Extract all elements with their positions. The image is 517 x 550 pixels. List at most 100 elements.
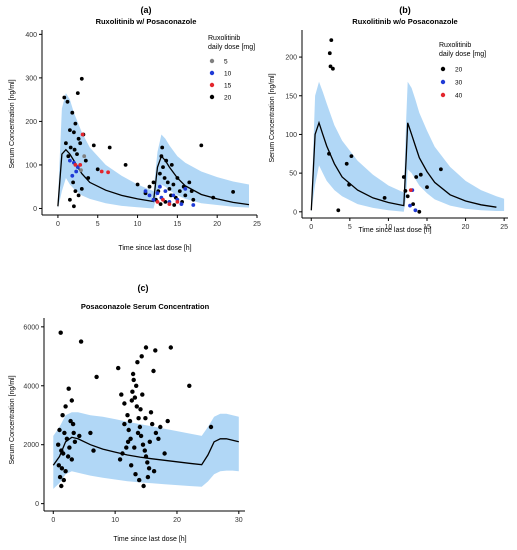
x-tick-label: 25 <box>253 221 261 228</box>
panel-b-ylabel: Serum Concentration [ng/ml] <box>269 73 276 162</box>
observed-point <box>71 180 75 185</box>
observed-point <box>78 163 83 167</box>
observed-point <box>65 99 70 104</box>
panel-a-legend: Ruxolitinib daily dose [mg] 5 10 15 20 <box>208 35 255 101</box>
observed-point <box>91 143 96 148</box>
observed-point <box>158 202 163 207</box>
observed-point <box>155 191 160 196</box>
observed-point <box>150 421 155 427</box>
y-tick-label: 200 <box>285 55 297 62</box>
observed-point <box>169 163 174 167</box>
observed-point <box>63 404 68 409</box>
x-tick-label: 30 <box>235 517 243 524</box>
legend-marker-30 <box>440 79 446 85</box>
observed-point <box>143 189 148 194</box>
observed-point <box>125 413 130 418</box>
x-tick-label: 25 <box>500 224 508 231</box>
observed-point <box>161 197 165 202</box>
observed-point <box>122 401 127 406</box>
observed-point <box>167 202 172 207</box>
observed-point <box>164 158 169 163</box>
observed-point <box>439 167 443 172</box>
observed-point <box>147 193 152 198</box>
legend-marker-20 <box>440 66 446 72</box>
observed-point <box>99 169 104 174</box>
observed-point <box>68 128 72 133</box>
legend-marker-5 <box>209 58 215 64</box>
panel-b-xlabel: Time since last dose [h] <box>358 227 431 234</box>
observed-point <box>82 154 87 159</box>
observed-point <box>187 180 192 185</box>
observed-point <box>161 165 165 170</box>
panel-a-xlabel: Time since last dose [h] <box>118 245 191 252</box>
observed-point <box>171 193 176 198</box>
observed-point <box>199 143 204 148</box>
observed-point <box>64 436 70 441</box>
legend-marker-40 <box>440 92 446 98</box>
observed-point <box>86 176 91 180</box>
observed-point <box>57 474 63 480</box>
panel-a: (a) Ruxolitinib w/ Posaconazole Time sin… <box>9 5 261 252</box>
observed-point <box>72 204 76 209</box>
observed-point <box>74 169 79 174</box>
panel-b-legend-title-2: daily dose [mg] <box>439 51 486 58</box>
observed-point <box>68 197 72 202</box>
observed-point <box>106 170 110 175</box>
panel-a-legend-title-1: Ruxolitinib <box>208 35 240 42</box>
observed-point <box>413 208 418 213</box>
observed-point <box>151 197 156 202</box>
observed-point <box>382 196 387 200</box>
legend-label-20: 20 <box>455 66 463 73</box>
observed-point <box>76 136 81 141</box>
observed-point <box>135 360 140 365</box>
observed-point <box>208 424 214 430</box>
observed-point <box>168 345 173 350</box>
observed-point <box>127 418 133 424</box>
observed-point <box>56 442 61 447</box>
observed-point <box>70 110 75 115</box>
x-tick-label: 10 <box>111 517 119 524</box>
observed-point <box>135 182 140 187</box>
observed-point <box>64 141 68 146</box>
observed-point <box>128 436 133 441</box>
x-tick-label: 0 <box>309 224 313 231</box>
observed-point <box>211 195 216 200</box>
panel-b-title: Ruxolitinib w/o Posaconazole <box>352 17 457 26</box>
panel-b-legend-title-1: Ruxolitinib <box>439 42 471 49</box>
observed-point <box>135 430 141 436</box>
observed-point <box>179 202 184 207</box>
observed-point <box>70 173 75 178</box>
observed-point <box>69 398 75 403</box>
observed-point <box>76 193 81 198</box>
legend-marker-20 <box>209 94 215 100</box>
observed-point <box>120 451 125 456</box>
observed-point <box>187 383 192 388</box>
x-tick-label: 20 <box>213 221 221 228</box>
observed-point <box>189 189 194 194</box>
observed-point <box>403 189 408 193</box>
median-prediction-line <box>52 436 239 466</box>
observed-point <box>163 189 168 194</box>
panel-c-label: (c) <box>138 283 149 293</box>
observed-point <box>349 154 354 159</box>
x-tick-label: 15 <box>423 224 431 231</box>
panel-c-ylabel: Serum Concentration [ng/ml] <box>9 375 16 464</box>
observed-point <box>143 454 149 459</box>
observed-point <box>155 200 160 204</box>
observed-point <box>183 193 188 198</box>
observed-point <box>75 91 80 95</box>
observed-point <box>61 477 66 483</box>
observed-point <box>138 433 144 439</box>
observed-point <box>151 469 157 474</box>
observed-point <box>327 51 332 56</box>
observed-point <box>83 158 88 163</box>
observed-point <box>79 187 84 191</box>
observed-point <box>79 76 84 81</box>
observed-point <box>126 427 131 433</box>
observed-point <box>344 161 349 166</box>
observed-point <box>414 175 419 179</box>
observed-point <box>67 445 72 450</box>
observed-point <box>62 95 67 100</box>
observed-point <box>69 457 75 462</box>
observed-point <box>328 64 333 69</box>
